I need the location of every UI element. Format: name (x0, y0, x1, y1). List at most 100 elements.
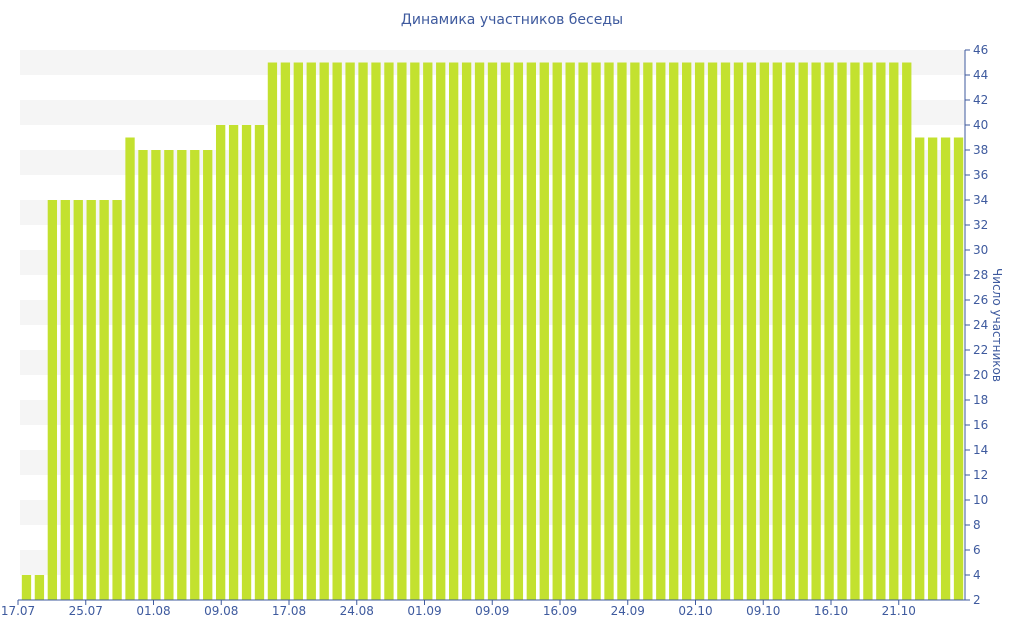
bar (617, 62, 627, 600)
bar (591, 62, 601, 600)
y-tick-label: 12 (973, 468, 988, 482)
chart-title: Динамика участников беседы (400, 12, 624, 28)
bar (47, 200, 58, 600)
x-tick-label: 02.10 (678, 604, 712, 618)
bar (902, 62, 912, 600)
bar (190, 150, 200, 600)
y-tick-label: 16 (973, 418, 988, 432)
x-tick-label: 09.08 (204, 604, 238, 618)
bar (215, 125, 226, 600)
bar (397, 62, 407, 600)
bar (656, 62, 666, 600)
bar (332, 62, 342, 600)
bar (539, 62, 549, 600)
bar (604, 62, 614, 600)
y-tick-label: 46 (973, 43, 988, 57)
bar (241, 125, 252, 600)
y-axis-label: Число участников (990, 268, 1004, 382)
bar (682, 62, 692, 600)
bar (306, 62, 316, 600)
bar (863, 62, 873, 600)
x-tick-label: 24.09 (611, 604, 645, 618)
bar (940, 137, 951, 600)
y-tick-label: 20 (973, 368, 988, 382)
bar (34, 575, 45, 600)
y-tick-label: 42 (973, 93, 988, 107)
bar (785, 62, 795, 600)
x-tick-label: 17.08 (272, 604, 306, 618)
bar (436, 62, 446, 600)
bar (552, 62, 562, 600)
bar (746, 62, 757, 600)
bar (759, 62, 770, 600)
bar (164, 150, 174, 600)
bar (500, 62, 511, 600)
bar (280, 62, 291, 600)
y-tick-label: 28 (973, 268, 988, 282)
x-tick-label: 16.09 (543, 604, 577, 618)
bar (410, 62, 420, 600)
bar (772, 62, 782, 600)
bar (228, 125, 239, 600)
bar (565, 62, 575, 600)
bar (177, 150, 187, 600)
y-tick-label: 40 (973, 118, 988, 132)
y-tick-label: 6 (973, 543, 981, 557)
y-tick-label: 36 (973, 168, 988, 182)
y-tick-label: 8 (973, 518, 981, 532)
y-tick-label: 30 (973, 243, 988, 257)
bar (60, 200, 70, 600)
x-tick-label: 16.10 (814, 604, 848, 618)
y-tick-label: 2 (973, 593, 981, 607)
bar (487, 62, 498, 600)
x-tick-label: 09.09 (475, 604, 509, 618)
bar (254, 125, 265, 600)
bar (707, 62, 718, 600)
bar (371, 62, 381, 600)
bar (824, 62, 834, 600)
x-tick-label: 25.07 (69, 604, 103, 618)
bar (889, 62, 899, 600)
bars (21, 62, 964, 600)
bar (876, 62, 886, 600)
bar (733, 62, 744, 600)
x-tick-label: 01.09 (407, 604, 441, 618)
bar (915, 137, 925, 600)
bar (138, 150, 148, 600)
y-tick-label: 4 (973, 568, 981, 582)
x-tick-label: 09.10 (746, 604, 780, 618)
bar (345, 62, 355, 600)
bar (720, 62, 731, 600)
x-tick-label: 01.08 (136, 604, 170, 618)
bar (112, 200, 122, 600)
bar (669, 62, 679, 600)
bar (423, 62, 433, 600)
bar (267, 62, 278, 600)
bar (513, 62, 524, 600)
y-tick-label: 18 (973, 393, 988, 407)
bar (578, 62, 588, 600)
bar (125, 137, 135, 600)
bar (151, 150, 161, 600)
bar (461, 62, 472, 600)
bar (384, 62, 394, 600)
y-tick-label: 32 (973, 218, 988, 232)
y-tick-label: 10 (973, 493, 988, 507)
y-tick-label: 34 (973, 193, 988, 207)
bar (694, 62, 705, 600)
x-tick-label: 24.08 (340, 604, 374, 618)
bar (449, 62, 459, 600)
bar (21, 575, 32, 600)
bar (99, 200, 109, 600)
bar (643, 62, 653, 600)
y-tick-label: 14 (973, 443, 988, 457)
bar (358, 62, 368, 600)
y-tick-label: 22 (973, 343, 988, 357)
bar (526, 62, 536, 600)
bar (837, 62, 847, 600)
y-tick-label: 38 (973, 143, 988, 157)
bar (474, 62, 485, 600)
y-tick-label: 26 (973, 293, 988, 307)
bar (953, 137, 964, 600)
